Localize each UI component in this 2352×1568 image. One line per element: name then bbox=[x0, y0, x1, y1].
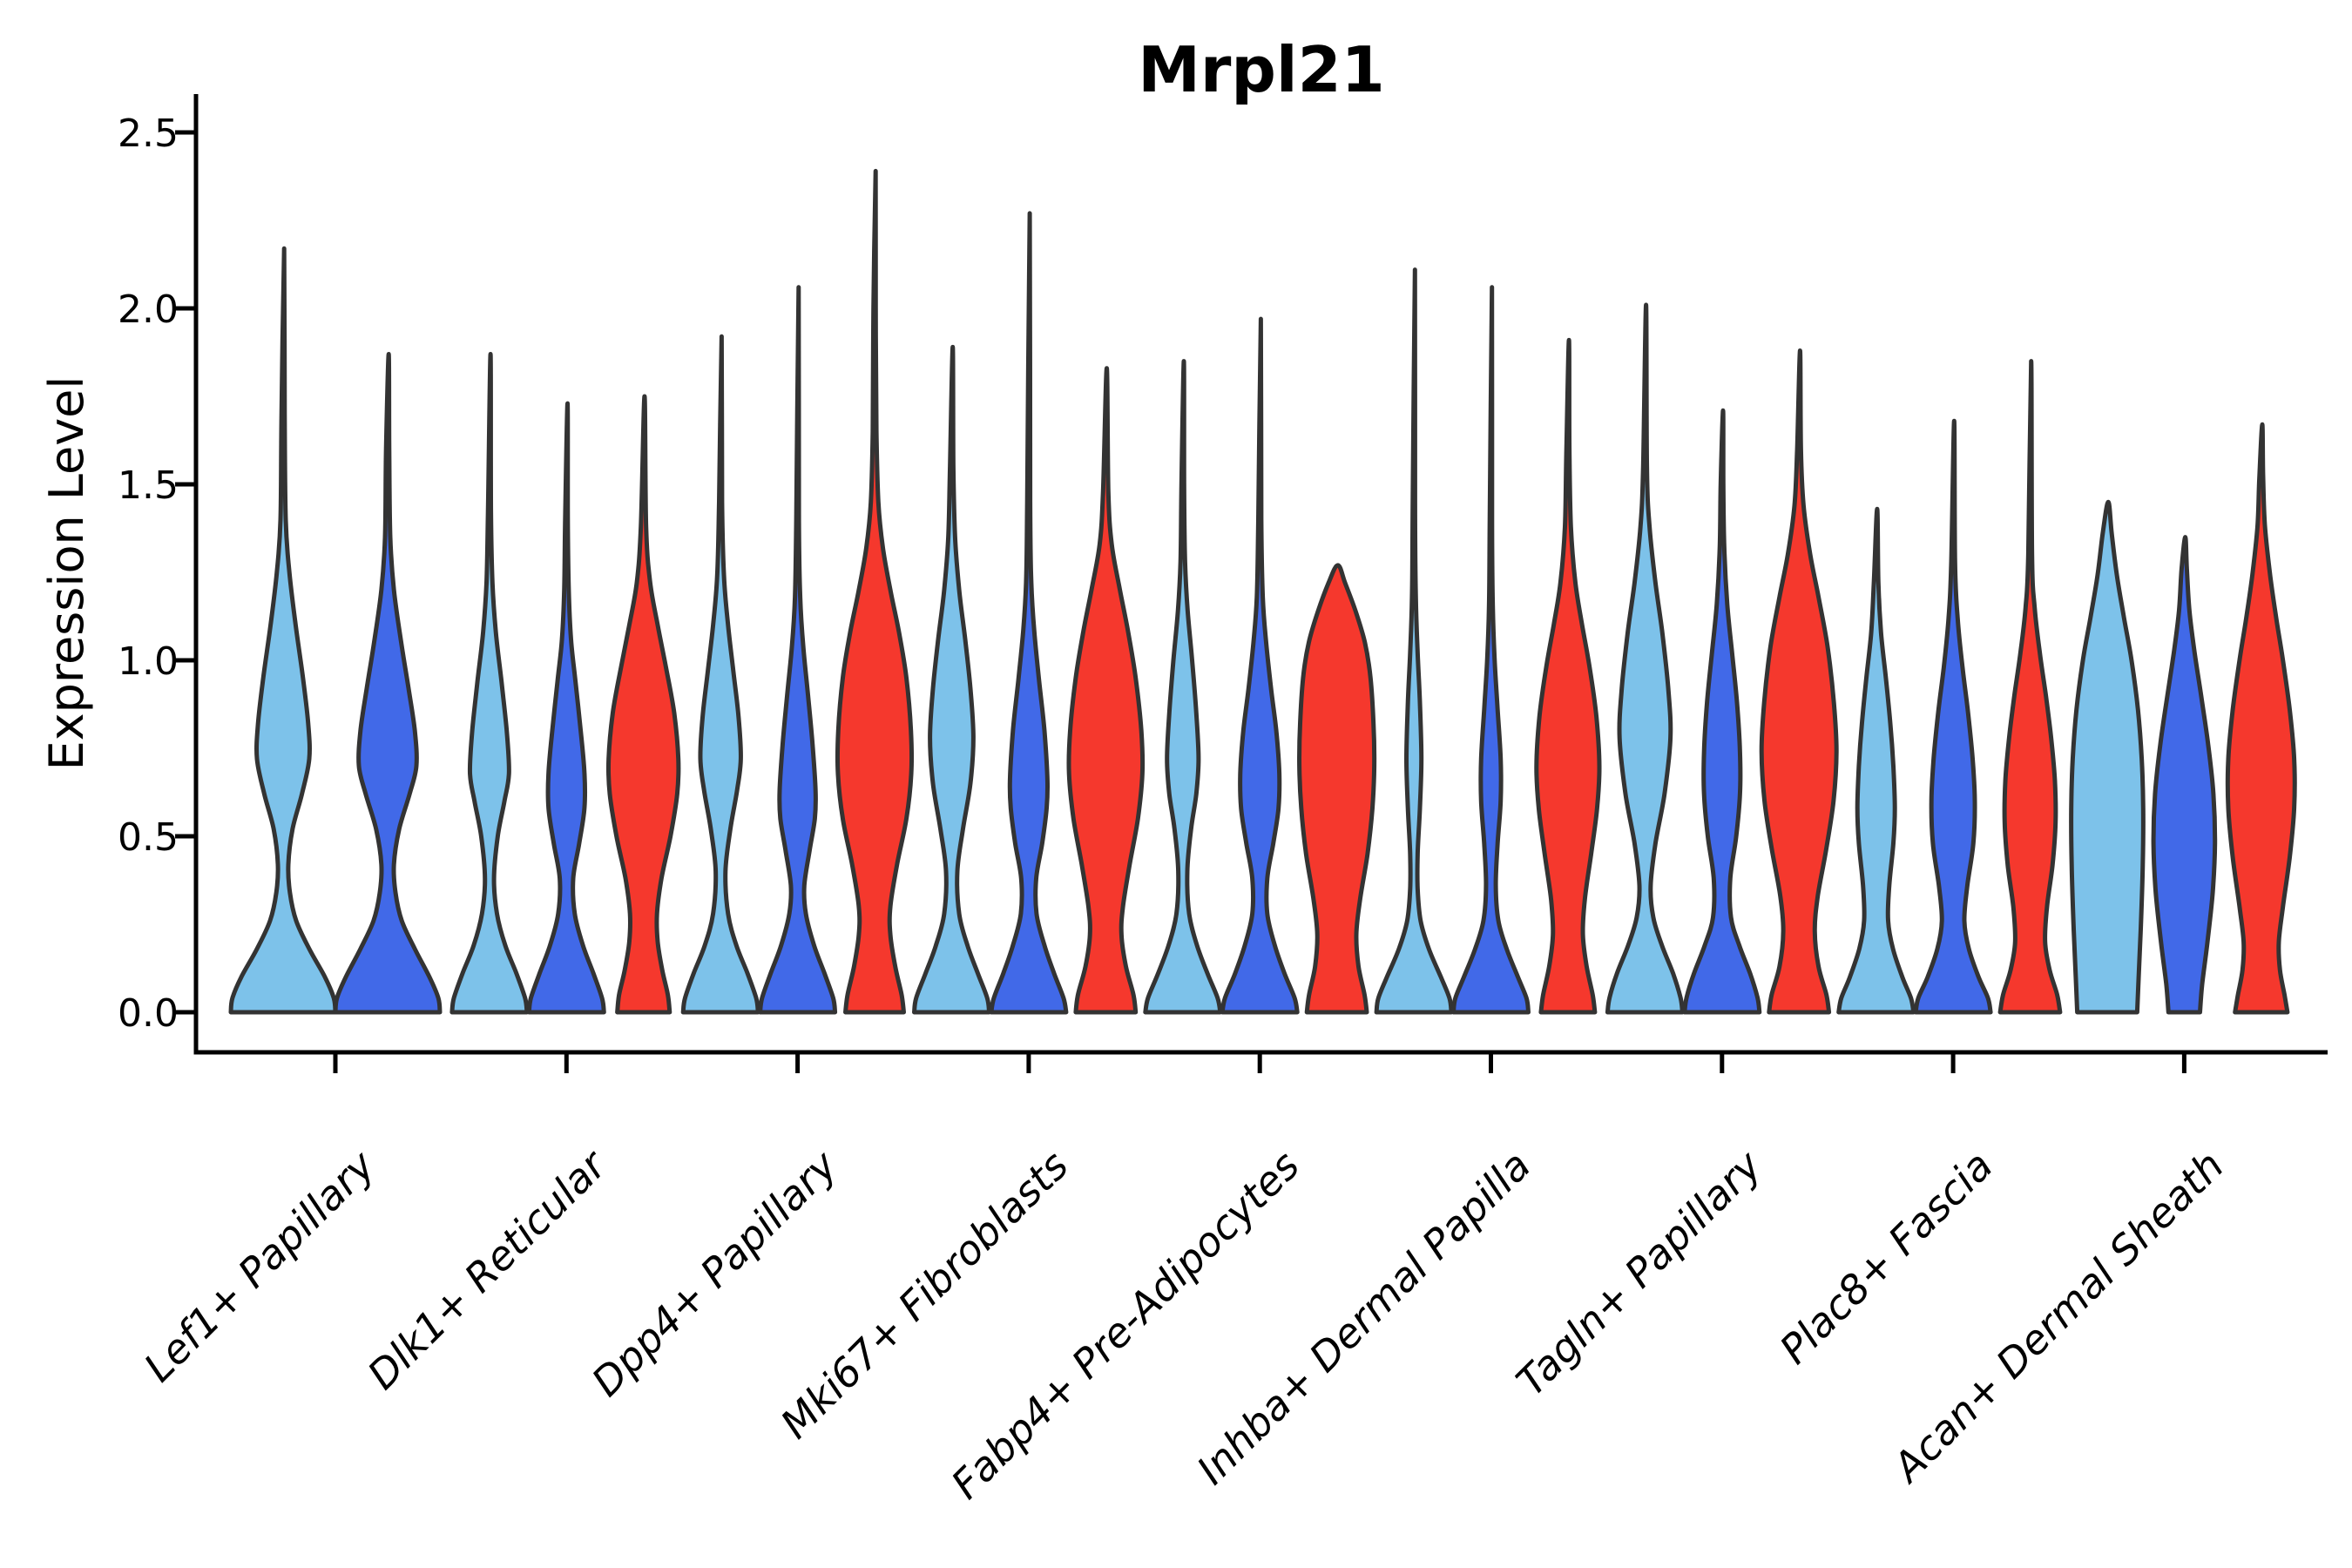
y-tick-label: 1.0 bbox=[118, 639, 179, 684]
y-axis-label: Expression Level bbox=[39, 376, 94, 771]
violin-group-3 bbox=[680, 168, 915, 1015]
x-category-label: Dpp4+ Papillary bbox=[583, 1141, 847, 1405]
violin-blue bbox=[526, 401, 606, 1015]
y-tick-label: 2.0 bbox=[118, 287, 179, 332]
violin-red bbox=[2225, 422, 2297, 1015]
violin-group-4 bbox=[912, 211, 1146, 1015]
violin-blue bbox=[758, 285, 838, 1015]
violin-lightblue bbox=[680, 334, 760, 1015]
x-category-label: Dlk1+ Reticular bbox=[358, 1139, 617, 1398]
violin-group-1 bbox=[228, 246, 443, 1015]
violin-lightblue bbox=[228, 246, 338, 1015]
violin-group-8 bbox=[1836, 359, 2063, 1015]
violin-group-9 bbox=[2069, 422, 2297, 1015]
violin-group-7 bbox=[1605, 302, 1839, 1015]
violin-group-5 bbox=[1143, 316, 1377, 1015]
violin-red bbox=[605, 394, 681, 1015]
y-tick-label: 2.5 bbox=[118, 112, 179, 156]
violin-blue bbox=[1913, 418, 1993, 1015]
violin-lightblue bbox=[912, 344, 991, 1015]
violin-red bbox=[1759, 348, 1839, 1015]
violin-blue bbox=[989, 211, 1069, 1015]
violin-group-6 bbox=[1374, 267, 1602, 1015]
y-tick-label: 0.0 bbox=[118, 991, 179, 1036]
violin-lightblue bbox=[1143, 359, 1223, 1015]
y-tick-label: 0.5 bbox=[118, 815, 179, 860]
violin-lightblue bbox=[1605, 302, 1685, 1015]
y-tick-label: 1.5 bbox=[118, 463, 179, 508]
violin-lightblue bbox=[449, 352, 530, 1015]
violin-red bbox=[1297, 563, 1377, 1015]
violin-red bbox=[1066, 366, 1146, 1015]
violin-red bbox=[1534, 337, 1602, 1015]
violin-lightblue bbox=[1374, 267, 1454, 1015]
violins-layer bbox=[228, 168, 2297, 1015]
violin-blue bbox=[1682, 408, 1762, 1015]
violin-lightblue bbox=[1836, 506, 1916, 1015]
chart-title: Mrpl21 bbox=[1138, 33, 1385, 106]
violin-blue bbox=[333, 352, 443, 1015]
violin-red bbox=[1997, 359, 2063, 1015]
x-category-label: Tagln+ Papillary bbox=[1507, 1141, 1771, 1405]
violin-red bbox=[835, 168, 915, 1015]
violin-blue bbox=[2151, 535, 2218, 1015]
violin-blue bbox=[1451, 285, 1531, 1015]
violin-lightblue bbox=[2069, 499, 2146, 1015]
violin-blue bbox=[1220, 316, 1300, 1015]
violin-group-2 bbox=[449, 352, 681, 1015]
x-category-label: Lef1+ Papillary bbox=[135, 1141, 384, 1390]
x-category-label: Plac8+ Fascia bbox=[1770, 1142, 2001, 1373]
